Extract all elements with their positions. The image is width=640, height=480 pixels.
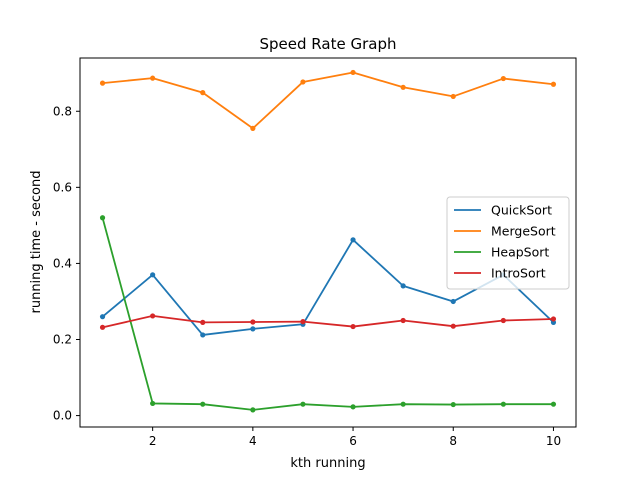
data-point bbox=[450, 323, 456, 329]
series-heapsort bbox=[99, 215, 557, 413]
data-point bbox=[550, 81, 557, 87]
legend: QuickSort MergeSort HeapSort IntroSort bbox=[446, 196, 570, 290]
data-point bbox=[99, 215, 106, 221]
data-point bbox=[450, 401, 456, 408]
x-tick-label: 2 bbox=[149, 434, 157, 448]
data-point bbox=[550, 316, 557, 322]
chart-title: Speed Rate Graph bbox=[260, 35, 397, 53]
data-point bbox=[350, 323, 356, 330]
data-point bbox=[250, 326, 256, 332]
series-mergesort bbox=[99, 69, 557, 131]
y-tick-label: 0.6 bbox=[53, 180, 72, 194]
data-point bbox=[350, 404, 356, 410]
data-point bbox=[500, 75, 506, 82]
data-point bbox=[400, 401, 406, 407]
y-axis: 0.0 0.2 0.4 0.6 0.8 bbox=[53, 104, 80, 423]
x-tick-label: 10 bbox=[546, 434, 561, 448]
series-line-heapsort bbox=[101, 216, 555, 411]
data-point bbox=[400, 84, 406, 90]
data-point bbox=[450, 93, 456, 100]
data-point bbox=[150, 313, 156, 319]
x-axis-label: kth running bbox=[290, 456, 365, 471]
data-point bbox=[300, 79, 306, 85]
data-point bbox=[350, 237, 356, 243]
data-point bbox=[250, 125, 256, 131]
plot-area bbox=[99, 69, 557, 413]
legend-box bbox=[446, 196, 570, 290]
legend-label: HeapSort bbox=[491, 245, 549, 260]
data-point bbox=[500, 317, 506, 324]
data-point bbox=[99, 324, 106, 330]
data-point bbox=[400, 317, 406, 324]
data-point bbox=[300, 401, 306, 407]
data-point bbox=[200, 90, 206, 96]
data-point bbox=[150, 75, 156, 81]
series-introsort bbox=[99, 313, 557, 330]
x-axis: 2 4 6 8 10 bbox=[149, 427, 561, 448]
y-tick-label: 0.8 bbox=[53, 104, 72, 118]
data-point bbox=[200, 401, 206, 407]
y-tick-label: 0.0 bbox=[53, 409, 72, 423]
series-line-mergesort bbox=[101, 71, 555, 130]
x-tick-label: 8 bbox=[449, 434, 457, 448]
x-tick-label: 6 bbox=[349, 434, 357, 448]
legend-label: QuickSort bbox=[491, 203, 552, 218]
data-point bbox=[150, 272, 156, 278]
data-point bbox=[99, 80, 106, 86]
y-tick-label: 0.2 bbox=[53, 333, 72, 347]
data-point bbox=[400, 283, 406, 289]
legend-label: MergeSort bbox=[491, 224, 556, 239]
y-tick-label: 0.4 bbox=[53, 256, 72, 270]
data-point bbox=[500, 401, 506, 407]
data-point bbox=[300, 319, 306, 325]
axes-frame bbox=[79, 57, 577, 428]
y-axis-label: running time - second bbox=[29, 171, 44, 314]
legend-label: IntroSort bbox=[491, 266, 546, 281]
data-point bbox=[200, 319, 206, 325]
series-line-introsort bbox=[101, 315, 555, 329]
data-point bbox=[250, 319, 256, 325]
data-point bbox=[150, 400, 156, 407]
data-point bbox=[550, 401, 557, 407]
data-point bbox=[350, 69, 356, 76]
data-point bbox=[250, 407, 256, 413]
x-tick-label: 4 bbox=[249, 434, 257, 448]
data-point bbox=[450, 298, 456, 305]
data-point bbox=[200, 332, 206, 338]
data-point bbox=[99, 314, 106, 320]
